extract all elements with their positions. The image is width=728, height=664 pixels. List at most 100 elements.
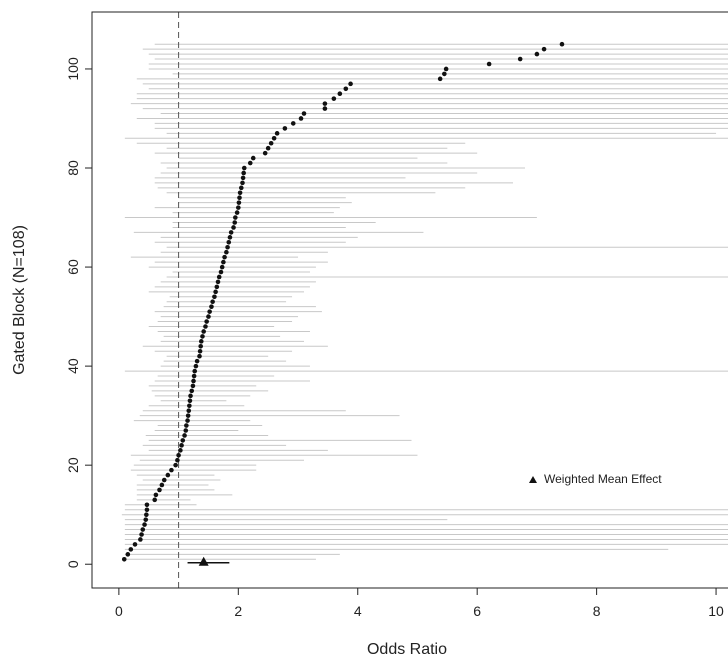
data-point [227, 235, 233, 240]
data-point [210, 299, 215, 305]
data-point [157, 487, 162, 493]
data-point [132, 542, 138, 547]
data-point [184, 423, 189, 428]
data-point [140, 527, 146, 532]
data-point [240, 180, 245, 186]
data-point [128, 547, 134, 552]
study-points [121, 41, 565, 562]
x-axis: 0 2 4 6 8 10 [115, 588, 724, 619]
data-point [236, 200, 242, 205]
weighted-mean-marker [198, 556, 209, 566]
x-tick-label: 4 [354, 603, 362, 619]
data-point [192, 368, 198, 374]
data-point [265, 145, 271, 151]
data-point [178, 448, 183, 453]
data-point [144, 512, 149, 517]
data-point [138, 537, 143, 542]
data-point [143, 517, 149, 522]
data-point [197, 353, 202, 359]
data-point [188, 393, 193, 399]
legend: Weighted Mean Effect [529, 472, 662, 486]
data-point [182, 433, 187, 438]
data-point [215, 279, 221, 285]
data-point [190, 383, 196, 389]
data-point [161, 477, 167, 483]
data-point [206, 314, 211, 319]
data-point [290, 121, 296, 126]
data-point [262, 150, 268, 156]
x-tick-label: 2 [234, 603, 242, 619]
data-point [222, 254, 227, 260]
y-tick-label: 40 [65, 358, 81, 374]
data-point [271, 135, 277, 141]
x-tick-label: 8 [593, 603, 601, 619]
data-point [165, 472, 171, 478]
data-point [241, 165, 247, 171]
data-point [231, 225, 236, 230]
data-point [343, 86, 349, 92]
data-point [322, 106, 328, 111]
data-point [234, 210, 240, 215]
data-point [268, 140, 274, 146]
x-tick-label: 10 [708, 603, 724, 619]
data-point [225, 244, 230, 250]
data-point [198, 339, 204, 344]
data-point [237, 195, 242, 201]
data-point [191, 378, 196, 384]
data-point [185, 413, 191, 418]
data-point [216, 274, 222, 280]
data-point [218, 269, 224, 275]
data-point [183, 428, 189, 433]
data-point [221, 259, 226, 265]
data-point [207, 309, 212, 314]
weighted-mean [187, 556, 230, 566]
y-axis: 0 20 40 60 80 100 [65, 57, 92, 568]
data-point [187, 398, 193, 404]
data-point [240, 175, 246, 181]
data-point [200, 334, 205, 339]
data-point [348, 81, 353, 87]
data-point [241, 170, 246, 176]
data-point [144, 507, 150, 513]
data-point [214, 284, 220, 290]
data-point [169, 467, 174, 473]
data-point [186, 408, 192, 413]
data-point [224, 249, 229, 255]
y-tick-label: 0 [65, 560, 81, 568]
data-point [197, 348, 203, 354]
data-point [187, 403, 192, 409]
legend-label: Weighted Mean Effect [544, 472, 662, 486]
data-point [139, 532, 144, 537]
y-tick-label: 100 [65, 57, 81, 81]
data-point [322, 101, 328, 106]
data-point [219, 264, 225, 270]
data-point [191, 373, 197, 379]
data-point [194, 358, 200, 364]
data-point [173, 462, 178, 468]
data-point [189, 388, 195, 394]
data-point [274, 131, 280, 136]
data-point [337, 91, 343, 97]
x-axis-label: Odds Ratio [367, 641, 447, 658]
data-point [209, 304, 214, 309]
data-point [236, 205, 241, 210]
data-point [121, 556, 127, 562]
data-point [212, 294, 217, 300]
data-point [437, 76, 443, 82]
x-tick-label: 6 [473, 603, 481, 619]
data-point [247, 160, 253, 166]
data-point [228, 230, 234, 235]
data-point [232, 220, 238, 225]
data-point [233, 215, 238, 220]
data-point [226, 240, 232, 245]
data-point [237, 190, 243, 196]
data-point [152, 497, 158, 503]
data-point [179, 443, 184, 448]
data-point [331, 96, 337, 101]
confidence-intervals [121, 43, 728, 560]
data-point [125, 552, 131, 557]
data-point [142, 522, 147, 527]
data-point [193, 363, 199, 369]
y-tick-label: 20 [65, 457, 81, 473]
data-point [153, 492, 159, 498]
